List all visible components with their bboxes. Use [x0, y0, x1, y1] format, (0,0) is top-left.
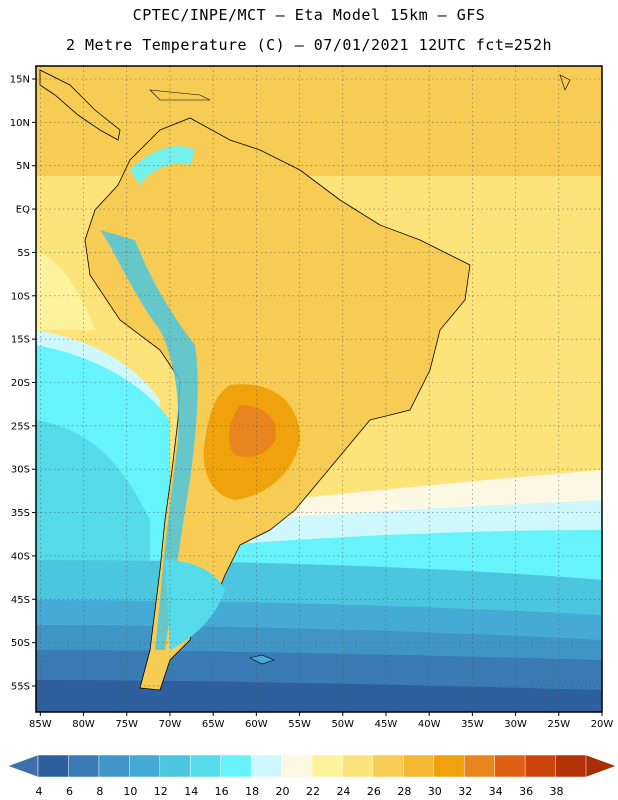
- temperature-colorbar: 4 6 8 10 12 14 16 18 20 22 24 26 28 30 32 34 36 38: [7, 754, 617, 798]
- lat-tick-label: 10S: [11, 291, 30, 302]
- colorbar-label: 30: [428, 785, 442, 798]
- lat-tick-label: 45S: [11, 595, 30, 606]
- colorbar-label: 14: [184, 785, 198, 798]
- lon-tick-label: 80W: [72, 719, 95, 730]
- lat-tick-label: 15N: [10, 75, 30, 86]
- lat-tick-label: 20S: [11, 378, 30, 389]
- lon-tick-label: 40W: [418, 719, 441, 730]
- colorbar-swatch: [494, 754, 526, 778]
- colorbar-label: 24: [336, 785, 350, 798]
- colorbar-swatch: [250, 754, 283, 778]
- lon-tick-label: 70W: [159, 719, 182, 730]
- colorbar-label: 6: [66, 785, 73, 798]
- map-title-line1: CPTEC/INPE/MCT – Eta Model 15km – GFS: [132, 6, 486, 24]
- colorbar-swatch: [433, 754, 465, 778]
- colorbar-swatch: [37, 754, 70, 778]
- lon-tick-label: 85W: [29, 719, 52, 730]
- colorbar-label: 26: [367, 785, 381, 798]
- colorbar-label: 32: [458, 785, 472, 798]
- colorbar-high-arrow: [585, 754, 617, 778]
- temperature-field: [36, 66, 602, 712]
- lat-tick-label: 50S: [11, 638, 30, 649]
- colorbar-label: 18: [245, 785, 259, 798]
- colorbar-swatch: [403, 754, 435, 778]
- lat-tick-label: 5S: [17, 248, 30, 259]
- lon-tick-label: 35W: [461, 719, 484, 730]
- colorbar-swatch: [372, 754, 405, 778]
- colorbar-label: 16: [215, 785, 229, 798]
- colorbar-label: 10: [123, 785, 137, 798]
- lat-tick-label: EQ: [16, 205, 30, 216]
- lat-tick-label: 30S: [11, 465, 30, 476]
- colorbar-swatch: [463, 754, 496, 778]
- lon-tick-label: 65W: [202, 719, 225, 730]
- colorbar-swatch: [555, 754, 587, 778]
- colorbar-swatch: [129, 754, 161, 778]
- colorbar-label: 20: [276, 785, 290, 798]
- colorbar-swatch: [98, 754, 131, 778]
- colorbar-swatch: [68, 754, 100, 778]
- longitude-axis: 85W 80W 75W 70W 65W 60W 55W 50W 45W 40W 35W 30W 25W 2…: [29, 712, 613, 730]
- lat-tick-label: 15S: [11, 335, 30, 346]
- lon-tick-label: 20W: [591, 719, 614, 730]
- lon-tick-label: 25W: [547, 719, 570, 730]
- lon-tick-label: 30W: [504, 719, 527, 730]
- lon-tick-label: 55W: [288, 719, 311, 730]
- colorbar-label: 34: [489, 785, 503, 798]
- colorbar-swatch: [189, 754, 222, 778]
- colorbar-swatch: [159, 754, 191, 778]
- colorbar-label: 22: [306, 785, 320, 798]
- lat-tick-label: 10N: [10, 118, 30, 129]
- colorbar-label: 12: [154, 785, 168, 798]
- lon-tick-label: 60W: [245, 719, 268, 730]
- lat-tick-label: 40S: [11, 551, 30, 562]
- colorbar-label: 28: [397, 785, 411, 798]
- lat-tick-label: 55S: [11, 681, 30, 692]
- lon-tick-label: 45W: [375, 719, 398, 730]
- colorbar-swatch: [342, 754, 374, 778]
- colorbar-label: 38: [550, 785, 564, 798]
- colorbar-swatch: [311, 754, 344, 778]
- colorbar-swatch: [220, 754, 252, 778]
- colorbar-label: 36: [519, 785, 533, 798]
- lat-tick-label: 25S: [11, 421, 30, 432]
- latitude-axis: 15N 10N 5N EQ 5S 10S 15S 20S 25S 30S 35S 40S 45S 50S 5…: [10, 75, 36, 692]
- map-title-line2: 2 Metre Temperature (C) – 07/01/2021 12U…: [65, 36, 553, 54]
- lon-tick-label: 50W: [331, 719, 354, 730]
- map-frame: [35, 65, 603, 713]
- colorbar-label: 4: [36, 785, 43, 798]
- colorbar-label: 8: [96, 785, 103, 798]
- lon-tick-label: 75W: [115, 719, 138, 730]
- lat-tick-label: 35S: [11, 508, 30, 519]
- lat-tick-label: 5N: [16, 161, 30, 172]
- colorbar-swatch: [281, 754, 313, 778]
- colorbar-low-arrow: [7, 754, 39, 778]
- colorbar-swatch: [524, 754, 557, 778]
